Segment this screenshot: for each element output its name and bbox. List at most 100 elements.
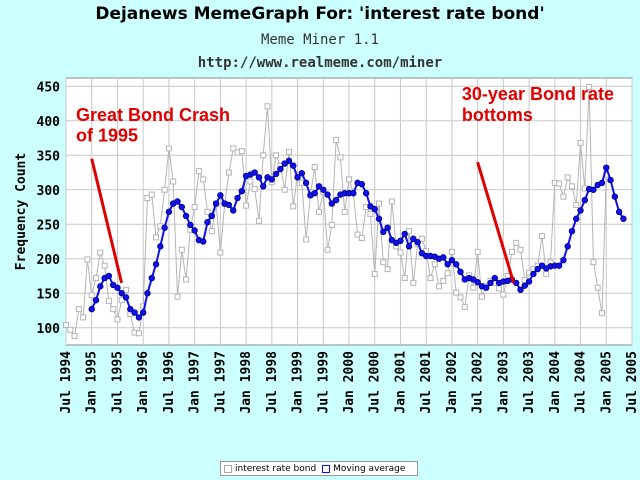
moving-average-point (380, 228, 387, 236)
raw-point (195, 168, 202, 175)
x-tick-label: Jul 2001 (419, 351, 434, 414)
moving-average-point (577, 207, 584, 214)
moving-average-point (114, 284, 121, 291)
raw-point (315, 208, 322, 215)
moving-average-swatch-icon (322, 464, 331, 473)
y-axis-label: Frequency Count (14, 153, 29, 270)
moving-average-point (152, 261, 160, 268)
raw-point (564, 174, 571, 181)
moving-average-point (165, 208, 173, 216)
moving-average-point (573, 215, 580, 222)
moving-average-point (448, 256, 456, 264)
moving-average-point (487, 279, 494, 287)
raw-point (311, 164, 318, 170)
raw-point (431, 261, 438, 268)
raw-point (148, 191, 155, 198)
raw-point (453, 289, 460, 296)
x-tick-label: Jul 1999 (316, 351, 331, 414)
annotation-text: of 1995 (76, 125, 138, 145)
moving-average-point (474, 279, 481, 286)
raw-point (243, 202, 250, 209)
raw-point (461, 304, 468, 311)
moving-average-point (320, 186, 327, 193)
moving-average-point (615, 208, 623, 216)
raw-point (328, 221, 335, 228)
x-tick-label: Jul 2000 (368, 351, 383, 414)
moving-average-point (598, 179, 606, 187)
raw-point (178, 246, 185, 253)
raw-point (251, 186, 258, 193)
x-tick-label: Jan 1996 (136, 351, 151, 414)
raw-point (427, 275, 434, 282)
raw-point (590, 259, 597, 266)
moving-average-point (568, 227, 576, 235)
raw-point (371, 270, 378, 277)
moving-average-point (534, 265, 541, 273)
moving-average-point (358, 181, 366, 188)
moving-average-point (397, 237, 404, 245)
moving-average-point (444, 261, 451, 268)
moving-average-point (590, 186, 597, 193)
moving-average-point (452, 261, 460, 268)
moving-average-point (315, 183, 323, 190)
raw-point (105, 297, 112, 304)
raw-point (358, 235, 365, 242)
x-tick-label: Jul 2002 (471, 351, 486, 414)
annotation-text: Great Bond Crash (76, 105, 230, 125)
moving-average-point (611, 193, 619, 200)
moving-average-point (105, 272, 113, 280)
raw-point (457, 294, 464, 301)
moving-average-point (208, 212, 215, 220)
source-url: http://www.realmeme.com/miner (197, 55, 443, 71)
moving-average-point (255, 174, 263, 181)
x-tick-label: Jul 1997 (213, 351, 228, 414)
x-tick-label: Jan 1998 (239, 351, 254, 414)
raw-point (118, 297, 125, 304)
raw-point (303, 236, 310, 243)
y-tick-label: 100 (37, 322, 61, 337)
moving-average-point (324, 191, 331, 198)
raw-point (384, 266, 391, 273)
y-tick-label: 150 (37, 287, 61, 302)
raw-point (436, 283, 443, 290)
raw-point (513, 239, 520, 246)
x-tick-label: Jan 2005 (599, 351, 614, 414)
moving-average-point (525, 278, 533, 285)
raw-point (594, 284, 601, 291)
moving-average-point (251, 169, 258, 176)
moving-average-point (268, 176, 276, 183)
raw-point (354, 231, 361, 238)
x-tick-label: Jul 2003 (522, 351, 537, 414)
raw-point (324, 246, 331, 253)
raw-point (337, 154, 344, 161)
raw-point (200, 176, 207, 183)
moving-average-point (410, 235, 417, 242)
moving-average-point (272, 170, 280, 178)
raw-point (204, 208, 211, 215)
moving-average-point (298, 170, 306, 177)
raw-point (67, 326, 74, 333)
moving-average-point (97, 283, 104, 290)
moving-average-point (517, 286, 524, 294)
legend-item-raw: interest rate bond (224, 464, 316, 474)
raw-point (260, 152, 267, 159)
y-tick-label: 300 (37, 184, 61, 199)
raw-point (63, 321, 69, 328)
annotation-arrow (90, 158, 124, 284)
moving-average-point (607, 176, 614, 184)
raw-point (406, 228, 413, 235)
moving-average-point (285, 157, 293, 164)
annotation-text: 30-year Bond rate (462, 84, 614, 104)
raw-point (290, 203, 297, 210)
raw-series-swatch-icon (224, 464, 232, 473)
moving-average-point (148, 274, 155, 282)
x-tick-label: Jul 1998 (265, 351, 280, 414)
moving-average-point (530, 270, 537, 278)
y-tick-label: 350 (37, 149, 61, 164)
x-tick-label: Jul 2004 (574, 351, 589, 414)
raw-point (238, 148, 245, 155)
raw-point (101, 262, 108, 269)
moving-average-point (144, 290, 151, 297)
moving-average-point (118, 290, 125, 297)
raw-point (556, 180, 563, 187)
